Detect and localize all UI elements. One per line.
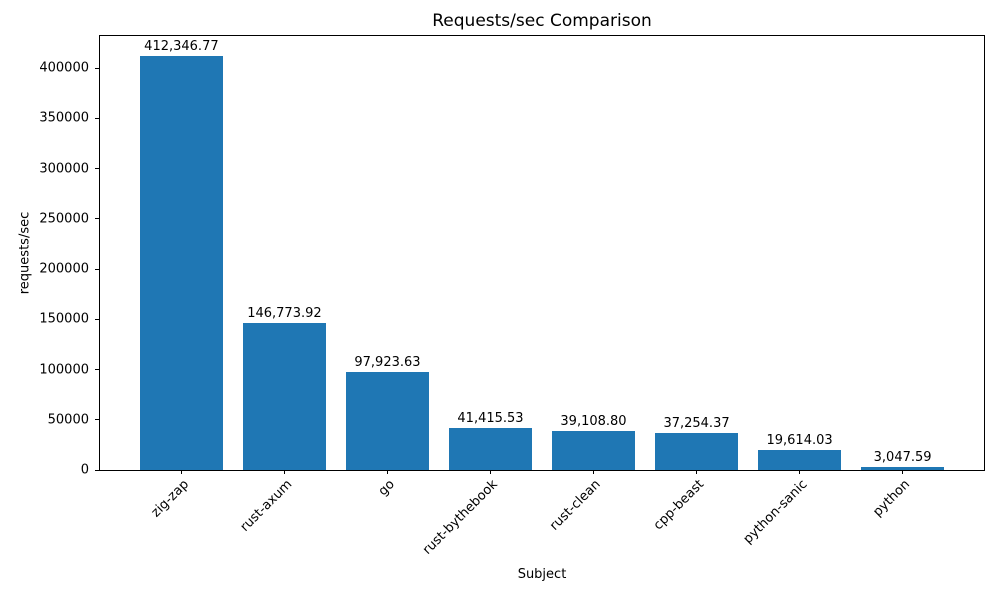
x-tick-mark [489, 470, 491, 474]
x-tick-mark [593, 470, 594, 474]
y-tick-label: 200000 [39, 261, 89, 277]
plot-area: 0 50000 100000 150000 200000 250000 300000 3500… [39, 35, 985, 558]
y-tick-label: 100000 [39, 362, 89, 378]
y-tick-mark [95, 318, 99, 320]
x-tick-mark [386, 470, 388, 474]
y-tick-mark [95, 268, 99, 270]
y-tick-label: 0 [80, 462, 89, 478]
y-tick-mark [95, 218, 99, 220]
bar-value-label: 39,108.80 [560, 413, 627, 429]
y-tick-mark [95, 369, 99, 371]
bar-cpp-beast [655, 432, 738, 470]
bar-value-label: 146,773.92 [247, 305, 322, 321]
y-tick-mark [95, 469, 99, 471]
y-tick-label: 250000 [39, 211, 89, 227]
x-tick-mark [696, 470, 698, 474]
y-tick-mark [95, 67, 99, 69]
x-tick-label-python-sanic: python-sanic [740, 477, 811, 547]
x-tick-label-zig-zap: zig-zap [148, 477, 193, 521]
bar-python-sanic [758, 450, 841, 470]
x-tick-label-rust-axum: rust-axum [237, 477, 296, 535]
bar-value-label: 19,614.03 [766, 433, 833, 449]
bar-rust-axum [243, 322, 326, 470]
x-tick-label-rust-bythebook: rust-bythebook [420, 477, 502, 558]
bar-value-label: 37,254.37 [663, 415, 730, 431]
y-tick-label: 400000 [39, 60, 89, 76]
y-tick-label: 350000 [39, 110, 89, 126]
bar-value-label: 97,923.63 [354, 354, 421, 370]
bar-value-label: 3,047.59 [873, 449, 932, 465]
bar-zig-zap [140, 55, 223, 470]
y-tick-label: 50000 [47, 412, 89, 428]
x-tick-label-python: python [870, 477, 914, 520]
x-tick-mark [283, 470, 285, 474]
x-tick-label-go: go [376, 477, 399, 500]
bar-value-label: 412,346.77 [144, 38, 219, 54]
x-tick-mark [799, 470, 801, 474]
y-tick-label: 150000 [39, 311, 89, 327]
x-tick-label-rust-clean: rust-clean [547, 477, 605, 534]
x-axis-label: Subject [517, 567, 567, 582]
y-tick-label: 300000 [39, 161, 89, 177]
bar-go [346, 371, 429, 470]
y-tick-mark [95, 419, 99, 421]
x-tick-label-cpp-beast: cpp-beast [650, 477, 708, 534]
bar-value-label: 41,415.53 [457, 411, 524, 427]
x-tick-mark [180, 470, 182, 474]
y-tick-mark [95, 117, 99, 119]
bar-rust-bythebook [449, 428, 532, 470]
bar-rust-clean [552, 430, 635, 470]
x-tick-mark [902, 470, 904, 474]
chart-title: Requests/sec Comparison [432, 11, 652, 31]
bar-python [861, 466, 944, 470]
y-tick-mark [95, 168, 99, 170]
